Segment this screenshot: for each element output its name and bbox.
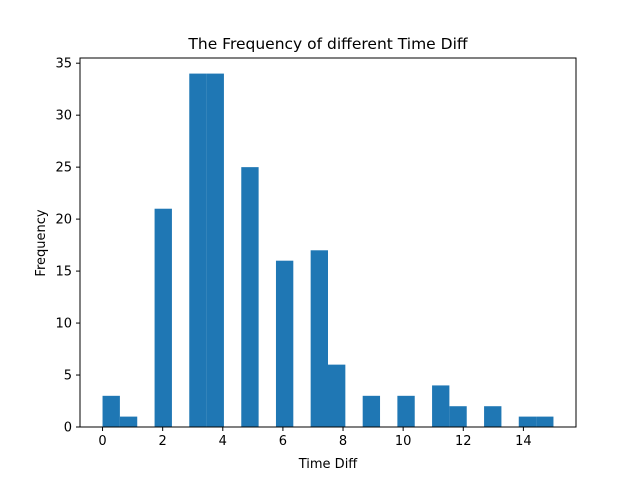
histogram-bar bbox=[518, 416, 537, 427]
histogram-bar bbox=[275, 260, 294, 427]
y-tick-label: 0 bbox=[64, 421, 72, 436]
y-tick-label: 10 bbox=[55, 317, 72, 332]
histogram-bar bbox=[189, 73, 207, 427]
x-tick-label: 10 bbox=[395, 434, 412, 449]
histogram-bar bbox=[536, 416, 554, 427]
x-axis-label: Time Diff bbox=[298, 457, 359, 472]
histogram-bar bbox=[362, 395, 381, 427]
x-tick-label: 8 bbox=[339, 434, 347, 449]
x-tick-label: 12 bbox=[455, 434, 472, 449]
x-tick-label: 6 bbox=[279, 434, 287, 449]
x-tick-label: 2 bbox=[159, 434, 167, 449]
histogram-bar bbox=[241, 167, 259, 427]
chart-title: The Frequency of different Time Diff bbox=[187, 35, 467, 53]
histogram-bar bbox=[154, 208, 172, 427]
histogram-bar bbox=[484, 406, 502, 427]
y-tick-label: 30 bbox=[55, 109, 72, 124]
y-axis-ticks: 0 5 10 15 20 25 30 35 bbox=[55, 57, 80, 436]
x-tick-label: 0 bbox=[98, 434, 106, 449]
histogram-bar bbox=[397, 395, 415, 427]
histogram-bar bbox=[449, 406, 467, 427]
y-tick-label: 20 bbox=[55, 213, 72, 228]
y-tick-label: 15 bbox=[55, 265, 72, 280]
histogram-bar bbox=[310, 250, 328, 427]
bars-group bbox=[102, 73, 554, 427]
y-tick-label: 35 bbox=[55, 57, 72, 72]
y-axis-label: Frequency bbox=[34, 209, 49, 276]
histogram-bar bbox=[328, 364, 346, 427]
x-tick-label: 4 bbox=[219, 434, 227, 449]
histogram-bar bbox=[206, 73, 224, 427]
y-tick-label: 25 bbox=[55, 161, 72, 176]
x-tick-label: 14 bbox=[515, 434, 532, 449]
histogram-bar bbox=[432, 385, 450, 427]
histogram-bar bbox=[119, 416, 138, 427]
plot-frame bbox=[79, 57, 577, 428]
x-axis-ticks: 0 2 4 6 8 10 12 14 bbox=[98, 427, 532, 449]
histogram-bar bbox=[102, 395, 120, 427]
y-tick-label: 5 bbox=[64, 369, 72, 384]
